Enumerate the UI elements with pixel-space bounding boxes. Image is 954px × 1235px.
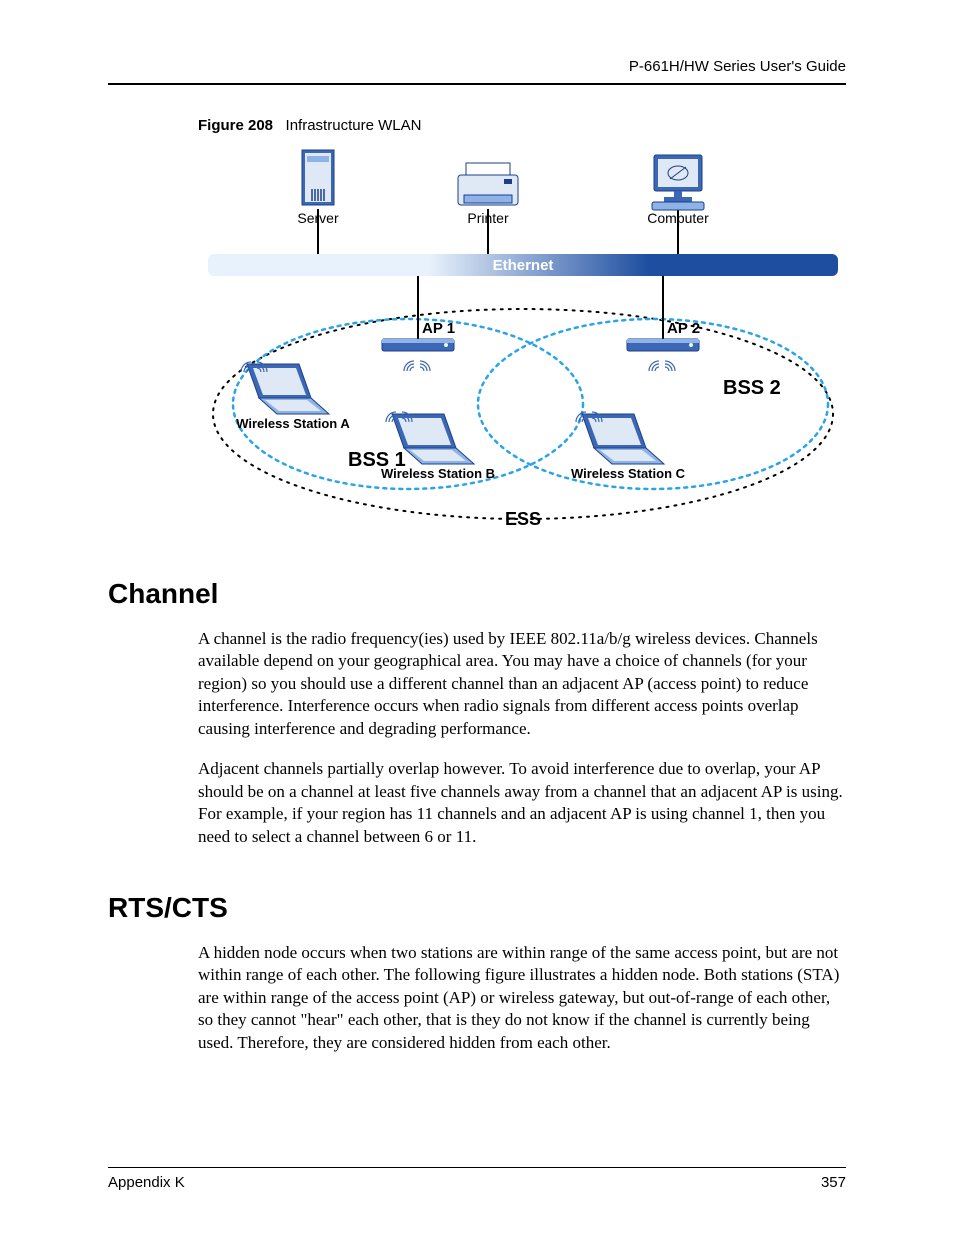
svg-text:AP 1: AP 1 (422, 320, 455, 337)
body-paragraph: A hidden node occurs when two stations a… (198, 942, 846, 1054)
svg-text:Wireless Station A: Wireless Station A (236, 416, 350, 431)
svg-text:AP 2: AP 2 (667, 320, 700, 337)
footer-rule (108, 1167, 846, 1168)
section-heading: RTS/CTS (108, 892, 846, 924)
header-rule (108, 83, 846, 85)
body-paragraph: A channel is the radio frequency(ies) us… (198, 628, 846, 740)
svg-text:Wireless Station B: Wireless Station B (381, 466, 495, 481)
sections-container: Channel A channel is the radio frequency(… (108, 578, 846, 1054)
svg-text:Printer: Printer (467, 210, 509, 226)
section-body: A hidden node occurs when two stations a… (198, 942, 846, 1054)
header-doc-title: P-661H/HW Series User's Guide (108, 58, 846, 75)
footer-left: Appendix K (108, 1174, 185, 1191)
figure-caption: Figure 208 Infrastructure WLAN (198, 117, 846, 134)
svg-text:Computer: Computer (647, 210, 709, 226)
section-body: A channel is the radio frequency(ies) us… (198, 628, 846, 848)
svg-text:Ethernet: Ethernet (493, 257, 554, 274)
footer-right: 357 (821, 1174, 846, 1191)
body-paragraph: Adjacent channels partially overlap howe… (198, 758, 846, 848)
infrastructure-wlan-diagram: Ethernet Server Printer Computer ESS AP 1 BSS … (198, 134, 848, 529)
section-heading: Channel (108, 578, 846, 610)
figure-label-text: Infrastructure WLAN (286, 117, 422, 134)
document-page: P-661H/HW Series User's Guide Figure 208… (0, 0, 954, 1235)
svg-text:ESS: ESS (505, 509, 541, 529)
page-footer: Appendix K 357 (108, 1167, 846, 1191)
figure-block: Figure 208 Infrastructure WLAN Ethernet S… (198, 117, 846, 534)
figure-label-number: Figure 208 (198, 117, 273, 134)
svg-text:Server: Server (297, 210, 339, 226)
svg-text:Wireless Station C: Wireless Station C (571, 466, 686, 481)
svg-text:BSS 2: BSS 2 (723, 377, 781, 399)
